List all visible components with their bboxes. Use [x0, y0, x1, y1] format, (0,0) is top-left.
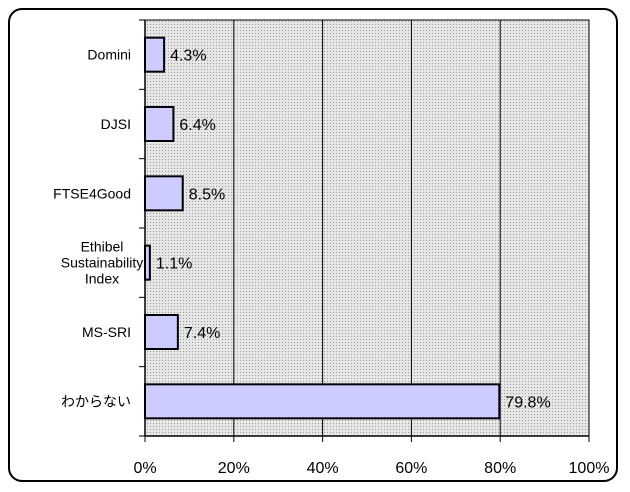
data-label: 1.1%: [156, 256, 192, 273]
category-label: MS-SRI: [82, 324, 131, 340]
bars: [144, 36, 501, 420]
category-label: Domini: [87, 47, 131, 63]
category-label: Ethibel Sustainability Index: [61, 239, 144, 287]
labels: 0% 20% 40% 60% 80% 100% 4.3% Domini 6.4% DJSI 8.5%…: [53, 47, 609, 477]
x-tick-label: 20%: [218, 460, 250, 477]
bar: [144, 175, 184, 212]
category-label: FTSE4Good: [53, 185, 131, 201]
x-tick-label: 60%: [395, 460, 427, 477]
category-label: DJSI: [101, 116, 131, 132]
bar: [144, 36, 166, 73]
gridlines: [233, 20, 501, 436]
bar: [144, 244, 151, 281]
data-label: 6.4%: [179, 117, 215, 134]
x-tick-label: 80%: [484, 460, 516, 477]
plot-area: [144, 19, 590, 437]
data-label: 4.3%: [170, 48, 206, 65]
bar: [144, 383, 501, 420]
x-tick-label: 100%: [569, 460, 610, 477]
x-tick-label: 0%: [133, 460, 156, 477]
category-label: わからない: [61, 393, 131, 409]
plot-background: [144, 19, 590, 437]
data-label: 8.5%: [189, 186, 225, 203]
x-tick-label: 40%: [307, 460, 339, 477]
data-label: 79.8%: [505, 394, 550, 411]
bar: [144, 314, 179, 350]
axes: [139, 19, 590, 442]
bar: [144, 106, 175, 142]
data-label: 7.4%: [184, 325, 220, 342]
